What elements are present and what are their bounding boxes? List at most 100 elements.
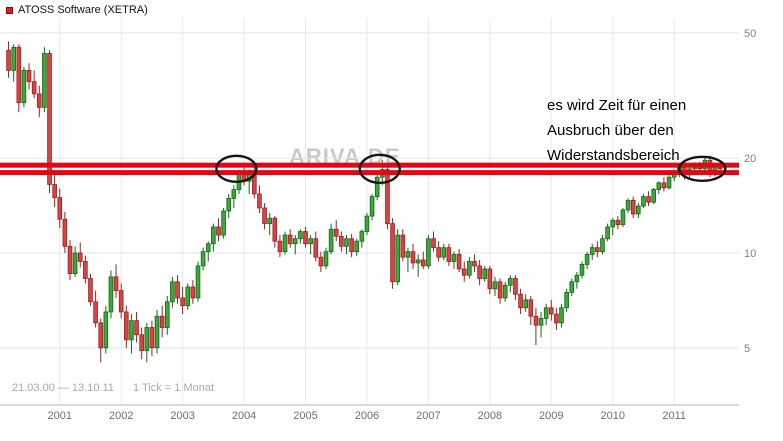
annotation-line: es wird Zeit für einen: [547, 97, 687, 114]
candle-body: [36, 93, 42, 108]
candle-body: [216, 226, 221, 236]
candle-body: [636, 205, 641, 215]
candle-body: [139, 334, 144, 351]
candle-body: [431, 238, 436, 249]
candle-body: [118, 290, 124, 313]
candle-body: [303, 231, 308, 245]
candle-body: [574, 274, 580, 283]
y-axis-label: 5: [744, 343, 750, 355]
candle-body: [405, 251, 411, 258]
candle-body: [487, 268, 493, 290]
ellipse-annotation: [678, 155, 727, 183]
candle-body: [62, 218, 68, 247]
annotation-line: Ausbruch über den: [547, 122, 674, 139]
candle-body: [339, 235, 344, 247]
chart-legend: ATOSS Software (XETRA): [6, 4, 148, 16]
candle-body: [651, 189, 656, 203]
candle-body: [231, 189, 237, 199]
x-axis-label: 2004: [232, 410, 256, 422]
candle-body: [497, 281, 503, 299]
candle-body: [513, 278, 518, 295]
candle-body: [272, 217, 278, 242]
candle-body: [369, 196, 375, 217]
y-axis-label: 10: [744, 248, 756, 260]
legend-marker-icon: [6, 6, 13, 14]
candle-body: [226, 198, 232, 212]
candle-body: [502, 284, 508, 299]
candle-body: [518, 293, 523, 309]
candle-body: [6, 49, 11, 71]
candle-body: [124, 311, 129, 341]
candle-body: [646, 196, 651, 203]
candle-body: [436, 247, 441, 258]
x-axis-label: 2010: [600, 410, 624, 422]
candle-body: [190, 286, 196, 299]
date-range-label: 21.03.00 — 13.10.11: [12, 382, 114, 394]
candle-body: [277, 240, 283, 253]
candle-body: [600, 238, 605, 253]
candle-body: [472, 261, 477, 267]
y-axis-label: 50: [744, 28, 756, 40]
x-axis-label: 2005: [293, 410, 317, 422]
candle-body: [195, 265, 201, 299]
candle-body: [354, 240, 360, 253]
candle-body: [323, 251, 329, 267]
ellipse-annotation: [358, 153, 401, 185]
candle-body: [410, 251, 416, 264]
candle-body: [26, 69, 32, 83]
candle-body: [267, 217, 272, 224]
candle-body: [492, 281, 498, 290]
candle-body: [16, 46, 22, 104]
x-axis-label: 2011: [662, 410, 686, 422]
candle-body: [257, 193, 262, 209]
candle-body: [57, 197, 63, 220]
candle-body: [390, 223, 395, 283]
annotation-line: Widerstandsbereich: [547, 147, 680, 164]
candle-body: [31, 81, 37, 95]
candle-body: [446, 247, 452, 262]
candle-body: [103, 311, 109, 349]
candle-body: [400, 234, 406, 258]
candle-body: [426, 238, 431, 267]
candle-body: [584, 253, 590, 265]
candle-body: [415, 259, 421, 264]
candle-body: [523, 299, 528, 309]
candle-body: [374, 176, 380, 198]
candle-body: [149, 327, 155, 349]
candle-body: [615, 219, 621, 226]
candle-body: [52, 184, 57, 198]
candle-body: [42, 53, 47, 108]
resistance-line: [0, 162, 739, 168]
candle-body: [313, 238, 319, 258]
candle-body: [610, 219, 616, 228]
breakout-annotation: es wird Zeit für einen Ausbruch über den…: [547, 93, 686, 168]
candle-body: [185, 286, 191, 307]
candle-body: [298, 231, 303, 240]
resistance-line: [0, 170, 739, 176]
candle-body: [661, 182, 667, 189]
candle-body: [420, 259, 426, 267]
x-axis-label: 2001: [48, 410, 72, 422]
candle-body: [129, 320, 134, 341]
tick-info-label: 1 Tick = 1 Monat: [133, 382, 215, 394]
candle-body: [605, 226, 610, 240]
candle-body: [349, 238, 354, 253]
candle-body: [180, 297, 185, 307]
candle-body: [482, 268, 488, 279]
candle-body: [211, 226, 216, 245]
candle-body: [159, 315, 165, 328]
candle-body: [262, 207, 267, 224]
candle-body: [456, 253, 462, 270]
candle-body: [287, 234, 293, 245]
candle-body: [98, 322, 104, 349]
candle-body: [282, 234, 288, 253]
candle-body: [67, 245, 73, 275]
x-axis-label: 2006: [355, 410, 379, 422]
candle-body: [559, 307, 564, 324]
x-axis-label: 2002: [109, 410, 133, 422]
candle-body: [548, 307, 554, 315]
candle-body: [385, 169, 390, 224]
candle-body: [93, 301, 98, 324]
candle-body: [47, 53, 52, 185]
